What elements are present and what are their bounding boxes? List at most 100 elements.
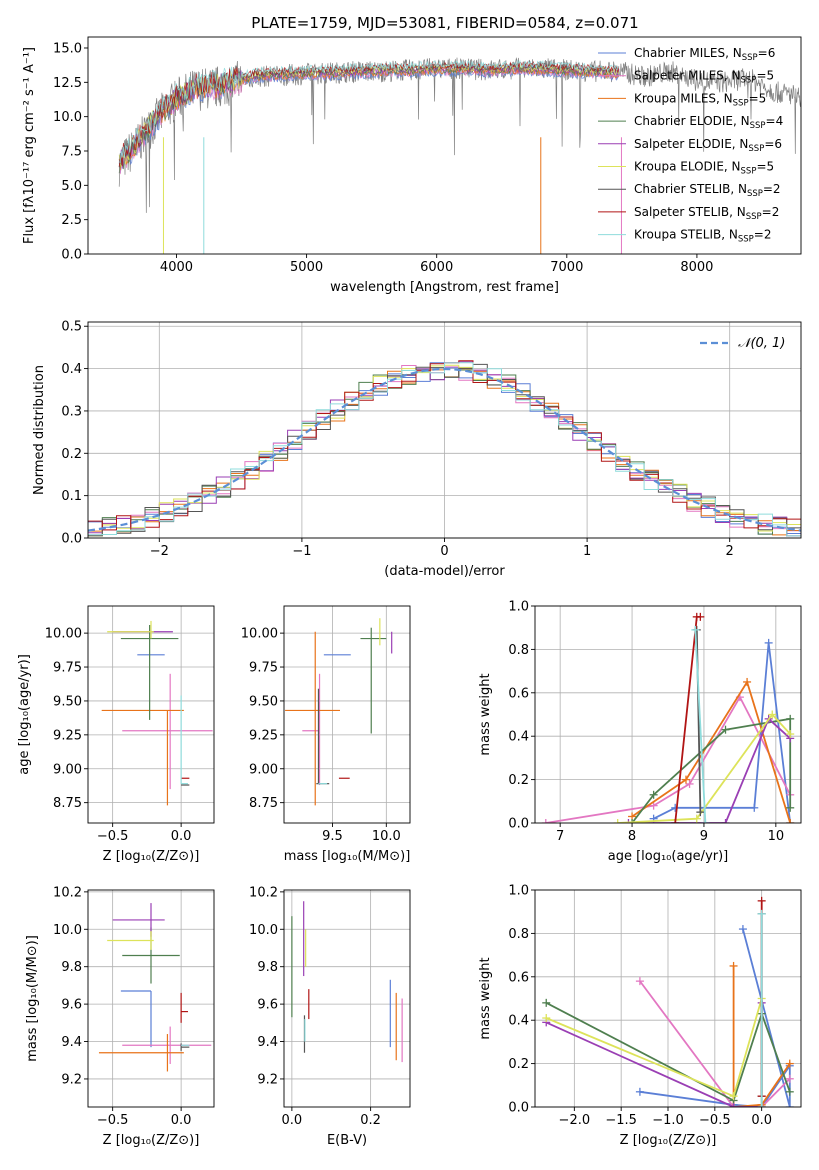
tick-label-y: 9.25 — [53, 728, 82, 743]
legend-label: Kroupa STELIB, NSSP=2 — [634, 228, 772, 245]
axes-age-vs-Z: −0.5 0.0 8.75 9.00 9.25 9.50 9.75 10.00 Z [log₁₀… — [17, 605, 215, 864]
tick-label-y: 0.2 — [508, 1057, 529, 1072]
weight-line-kroupa-miles — [631, 679, 792, 823]
tick-label-y: 9.8 — [61, 960, 82, 975]
plot-area-residuals — [88, 360, 801, 537]
axes-frame — [534, 605, 802, 824]
tick-label-y: 9.6 — [61, 998, 82, 1013]
axes-frame — [87, 889, 215, 1108]
tick-label-y: 0.5 — [61, 320, 82, 335]
tick-label-y: 9.75 — [53, 661, 82, 676]
weight-line-kroupa-miles — [732, 966, 791, 1107]
tick-label-x: 0.0 — [751, 1113, 772, 1128]
weight-line-chabrier-elodie — [545, 1002, 791, 1102]
tick-label-y: 9.00 — [53, 762, 82, 777]
axes-frame — [283, 889, 411, 1108]
tick-label-x: 10 — [768, 829, 785, 844]
tick-label-y: 0.4 — [508, 730, 529, 745]
tick-label-y: 10.2 — [53, 885, 82, 900]
tick-label-y: 0.4 — [508, 1014, 529, 1029]
tick-label-y: 0.6 — [508, 686, 529, 701]
tick-label-x: −0.5 — [97, 1113, 129, 1128]
tick-label-y: 10.0 — [249, 923, 278, 938]
tick-label-y: 10.0 — [53, 110, 82, 125]
figure-title: PLATE=1759, MJD=53081, FIBERID=0584, z=0… — [251, 14, 638, 32]
tick-label-x: 7000 — [550, 260, 583, 275]
axis-label-y: Flux [fλ10⁻¹⁷ erg cm⁻² s⁻¹ A⁻¹] — [22, 47, 37, 244]
axes-frame — [87, 605, 215, 824]
plot-area-mass-weight-vs-age — [541, 612, 795, 823]
tick-label-y: 9.50 — [53, 694, 82, 709]
tick-label-x: 0.0 — [171, 829, 192, 844]
axes-spectrum: 4000 5000 6000 7000 8000 0.0 2.5 5.0 7.5 10.0 12.5… — [22, 36, 802, 295]
axis-label-x: (data-model)/error — [384, 564, 505, 579]
plot-area-mass-weight-vs-Z — [542, 896, 794, 1107]
tick-label-x: 0.0 — [282, 1113, 303, 1128]
tick-label-y: 9.00 — [249, 762, 278, 777]
tick-label-y: 15.0 — [53, 41, 82, 56]
tick-label-y: 0.6 — [508, 970, 529, 985]
legend-label: Salpeter STELIB, NSSP=2 — [634, 205, 779, 222]
axes-age-vs-mass: 9.5 10.0 8.75 9.00 9.25 9.50 9.75 10.00 mass [lo… — [241, 605, 411, 864]
legend-label: Salpeter MILES, NSSP=5 — [634, 69, 774, 86]
spectrum-model-chabrier-miles — [118, 68, 620, 173]
spectrum-model-kroupa-stelib — [118, 59, 620, 164]
tick-label-x: −1.5 — [605, 1113, 637, 1128]
tick-label-x: 4000 — [160, 260, 193, 275]
weight-line-salpeter-elodie — [545, 1002, 763, 1107]
spectrum-model-kroupa-elodie — [118, 63, 620, 167]
tick-label-y: 0.0 — [61, 248, 82, 263]
tick-label-y: 9.75 — [249, 661, 278, 676]
tick-label-x: −0.5 — [97, 829, 129, 844]
tick-label-x: 7 — [556, 829, 564, 844]
axes-mass-weight-vs-age: 7 8 9 10 0.0 0.2 0.4 0.6 0.8 1.0 age [log₁₀(age/yr… — [478, 600, 802, 864]
axis-label-y: mass weight — [478, 957, 493, 1039]
axis-label-y: mass weight — [478, 673, 493, 755]
tick-label-y: 8.75 — [53, 796, 82, 811]
axis-label-x: Z [log₁₀(Z/Z⊙)] — [103, 849, 200, 864]
axis-label-x: age [log₁₀(age/yr)] — [608, 849, 729, 864]
tick-label-x: −0.5 — [699, 1113, 731, 1128]
weight-line-kroupa-stelib — [694, 629, 707, 823]
weight-line-kroupa-elodie — [545, 998, 763, 1107]
legend-label: Chabrier STELIB, NSSP=2 — [634, 182, 781, 199]
tick-label-y: 0.3 — [61, 404, 82, 419]
tick-label-y: 2.5 — [61, 213, 82, 228]
spectrum-model-salpeter-elodie — [118, 64, 620, 169]
tick-label-y: 10.00 — [241, 627, 278, 642]
tick-label-y: 9.8 — [257, 960, 278, 975]
tick-label-y: 5.0 — [61, 179, 82, 194]
tick-label-y: 7.5 — [61, 144, 82, 159]
tick-label-y: 0.0 — [508, 1101, 529, 1116]
legend-label: Chabrier MILES, NSSP=6 — [634, 46, 775, 63]
plot-area-age-vs-Z — [101, 620, 213, 806]
tick-label-y: 9.2 — [61, 1072, 82, 1087]
tick-label-y: 9.4 — [257, 1035, 278, 1050]
tick-label-x: 9.5 — [322, 829, 343, 844]
tick-label-y: 9.50 — [249, 694, 278, 709]
tick-label-x: −1 — [292, 544, 311, 559]
legend-label: Salpeter ELODIE, NSSP=6 — [634, 137, 782, 154]
weight-line-kroupa-elodie — [617, 713, 791, 823]
weight-line-salpeter-miles — [639, 980, 791, 1107]
tick-label-y: 0.8 — [508, 643, 529, 658]
axes-frame — [283, 605, 411, 824]
tick-label-y: 0.2 — [61, 447, 82, 462]
plot-area-mass-vs-Z — [98, 903, 212, 1072]
axis-label-y: Normed distribution — [32, 365, 47, 495]
tick-label-y: 1.0 — [508, 600, 529, 615]
tick-label-y: 0.1 — [61, 489, 82, 504]
tick-label-y: 9.25 — [249, 728, 278, 743]
plot-area-spectrum — [118, 57, 801, 254]
tick-label-y: 0.2 — [508, 773, 529, 788]
axes-mass-vs-Z: −0.5 0.0 9.2 9.4 9.6 9.8 10.0 10.2 Z [log₁₀(Z/Z⊙… — [25, 885, 215, 1148]
tick-label-x: 5000 — [290, 260, 323, 275]
plot-area-mass-vs-ebv — [291, 901, 403, 1063]
tick-label-y: 0.4 — [61, 362, 82, 377]
tick-label-x: 8 — [628, 829, 636, 844]
legend-label: Chabrier ELODIE, NSSP=4 — [634, 114, 783, 131]
axis-label-y: age [log₁₀(age/yr)] — [17, 654, 32, 775]
tick-label-y: 10.0 — [53, 923, 82, 938]
tick-label-y: 9.4 — [61, 1035, 82, 1050]
